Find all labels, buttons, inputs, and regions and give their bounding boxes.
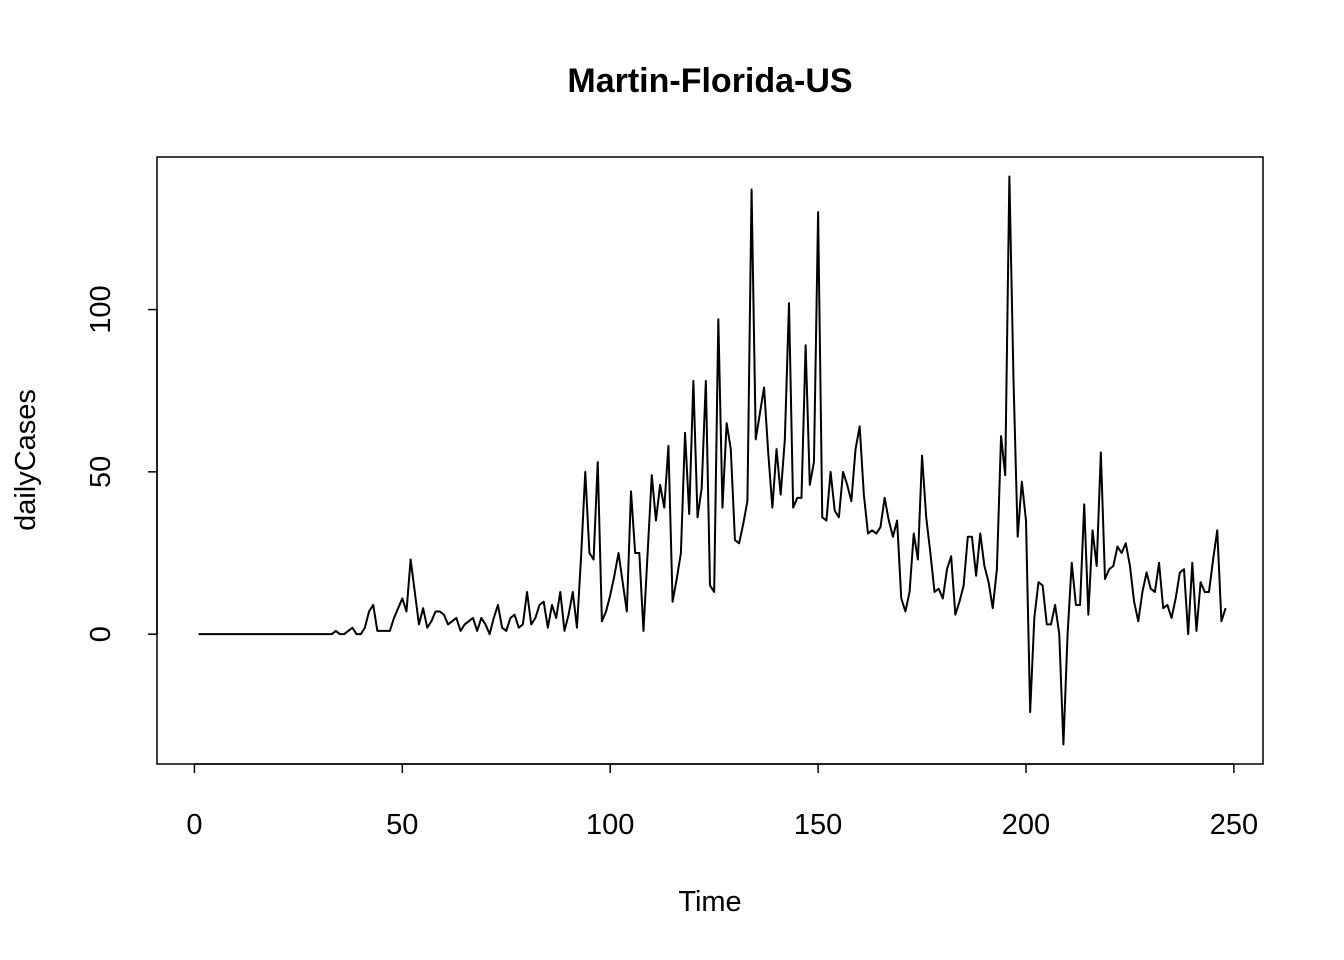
y-tick-label: 0 — [85, 626, 117, 642]
chart-title: Martin-Florida-US — [567, 62, 852, 100]
x-tick-label: 100 — [586, 809, 634, 841]
y-tick-label: 50 — [85, 456, 117, 488]
y-axis: 0 50 100 — [85, 285, 158, 642]
x-axis: 0 50 100 150 200 250 — [186, 763, 1258, 841]
plot-frame — [156, 156, 1264, 765]
y-tick-label: 100 — [85, 285, 117, 333]
x-tick-label: 250 — [1210, 809, 1258, 841]
y-axis-label: dailyCases — [10, 389, 42, 531]
x-axis-label: Time — [678, 886, 741, 918]
x-tick-label: 150 — [794, 809, 842, 841]
x-tick-label: 50 — [386, 809, 418, 841]
series-line-daily-cases — [198, 175, 1227, 746]
x-tick-label: 200 — [1002, 809, 1050, 841]
x-tick-label: 0 — [186, 809, 202, 841]
